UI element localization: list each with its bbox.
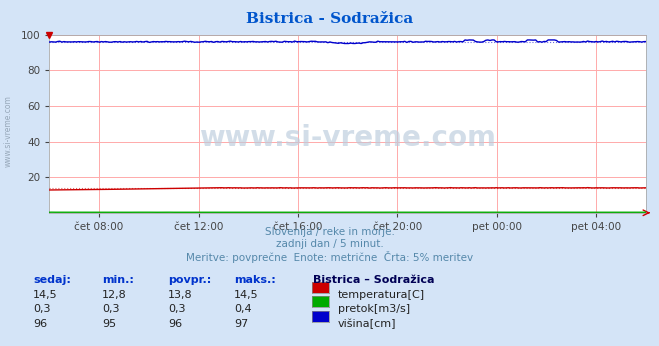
Text: pretok[m3/s]: pretok[m3/s] [338, 304, 410, 315]
Text: Slovenija / reke in morje.: Slovenija / reke in morje. [264, 227, 395, 237]
Text: 97: 97 [234, 319, 248, 329]
Text: 14,5: 14,5 [33, 290, 57, 300]
Text: 13,8: 13,8 [168, 290, 192, 300]
Text: 0,3: 0,3 [33, 304, 51, 315]
Text: www.si-vreme.com: www.si-vreme.com [199, 124, 496, 152]
Text: sedaj:: sedaj: [33, 275, 71, 285]
Text: 0,4: 0,4 [234, 304, 252, 315]
Text: 95: 95 [102, 319, 116, 329]
Text: min.:: min.: [102, 275, 134, 285]
Text: zadnji dan / 5 minut.: zadnji dan / 5 minut. [275, 239, 384, 249]
Text: 96: 96 [33, 319, 47, 329]
Text: 0,3: 0,3 [102, 304, 120, 315]
Text: 0,3: 0,3 [168, 304, 186, 315]
Text: povpr.:: povpr.: [168, 275, 212, 285]
Text: Bistrica – Sodražica: Bistrica – Sodražica [313, 275, 434, 285]
Text: Meritve: povprečne  Enote: metrične  Črta: 5% meritev: Meritve: povprečne Enote: metrične Črta:… [186, 251, 473, 263]
Text: maks.:: maks.: [234, 275, 275, 285]
Text: www.si-vreme.com: www.si-vreme.com [4, 95, 13, 167]
Text: Bistrica - Sodražica: Bistrica - Sodražica [246, 12, 413, 26]
Text: 12,8: 12,8 [102, 290, 127, 300]
Text: 14,5: 14,5 [234, 290, 258, 300]
Text: 96: 96 [168, 319, 182, 329]
Text: temperatura[C]: temperatura[C] [338, 290, 425, 300]
Text: višina[cm]: višina[cm] [338, 319, 397, 329]
